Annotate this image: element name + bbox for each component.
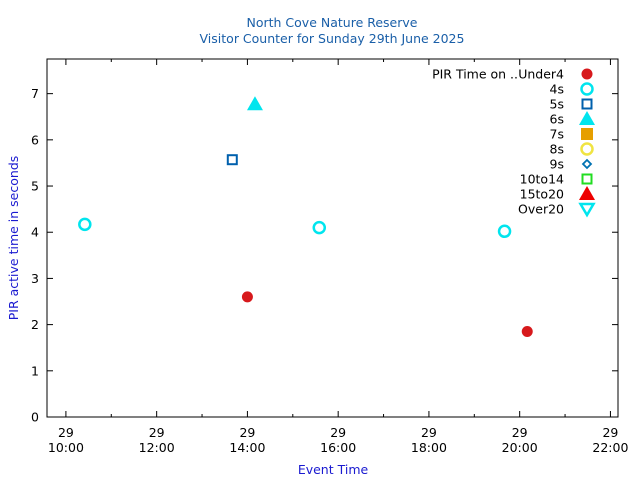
legend-label: 4s bbox=[550, 82, 564, 97]
legend-marker-under4 bbox=[581, 68, 593, 80]
plot-area-frame bbox=[46, 58, 619, 418]
legend-marker-10to14 bbox=[581, 173, 593, 185]
legend-label: Under4 bbox=[518, 67, 564, 82]
legend-label: Over20 bbox=[518, 202, 564, 217]
data-point-under4 bbox=[241, 291, 253, 303]
y-tick-label: 4 bbox=[31, 225, 39, 240]
legend-marker-8s bbox=[580, 142, 594, 156]
y-tick-label: 6 bbox=[31, 132, 39, 147]
legend-marker-7s bbox=[581, 128, 593, 140]
x-tick-label-day: 29 bbox=[330, 425, 346, 440]
x-tick-label-day: 29 bbox=[149, 425, 165, 440]
legend-marker-15to20 bbox=[579, 186, 595, 200]
x-tick-label-day: 29 bbox=[512, 425, 528, 440]
x-tick-label-day: 29 bbox=[421, 425, 437, 440]
data-point-4s bbox=[497, 224, 512, 239]
y-tick-label: 0 bbox=[31, 410, 39, 425]
chart-title: North Cove Nature Reserve bbox=[247, 15, 418, 30]
y-tick-label: 1 bbox=[31, 363, 39, 378]
x-tick-label-time: 16:00 bbox=[320, 440, 356, 455]
chart-subtitle: Visitor Counter for Sunday 29th June 202… bbox=[200, 31, 465, 46]
data-point-5s bbox=[226, 154, 238, 166]
y-tick-label: 5 bbox=[31, 179, 39, 194]
legend-title: PIR Time on .. bbox=[432, 67, 518, 82]
x-tick-label-time: 20:00 bbox=[502, 440, 538, 455]
legend-marker-5s bbox=[581, 98, 593, 110]
legend-marker-9s bbox=[581, 158, 593, 170]
x-tick-label-time: 10:00 bbox=[48, 440, 84, 455]
data-point-4s bbox=[78, 217, 92, 232]
y-tick-label: 7 bbox=[31, 86, 39, 101]
x-tick-label-time: 14:00 bbox=[229, 440, 265, 455]
y-tick-label: 2 bbox=[31, 317, 39, 332]
x-tick-label-time: 22:00 bbox=[592, 440, 628, 455]
axis-ticks: 012345672910:002912:002914:002916:002918… bbox=[31, 59, 628, 455]
data-point-4s bbox=[312, 220, 327, 235]
y-axis-label: PIR active time in seconds bbox=[6, 156, 21, 321]
legend-marker-over20 bbox=[578, 202, 596, 218]
legend-marker-4s bbox=[580, 82, 594, 96]
legend-label: 7s bbox=[550, 127, 564, 142]
x-tick-label-time: 18:00 bbox=[411, 440, 447, 455]
data-points bbox=[78, 96, 533, 338]
x-tick-label-day: 29 bbox=[239, 425, 255, 440]
data-point-under4 bbox=[521, 326, 533, 338]
legend-label: 6s bbox=[550, 112, 564, 127]
legend-label: 8s bbox=[550, 142, 564, 157]
x-tick-label-day: 29 bbox=[58, 425, 74, 440]
x-axis-label: Event Time bbox=[298, 462, 369, 477]
data-point-6s bbox=[246, 96, 263, 111]
y-tick-label: 3 bbox=[31, 271, 39, 286]
legend-label: 10to14 bbox=[520, 172, 564, 187]
legend-marker-6s bbox=[579, 111, 595, 125]
x-tick-label-day: 29 bbox=[602, 425, 618, 440]
x-tick-label-time: 12:00 bbox=[139, 440, 175, 455]
legend-label: 5s bbox=[550, 97, 564, 112]
legend-label: 15to20 bbox=[520, 187, 564, 202]
legend-label: 9s bbox=[550, 157, 564, 172]
